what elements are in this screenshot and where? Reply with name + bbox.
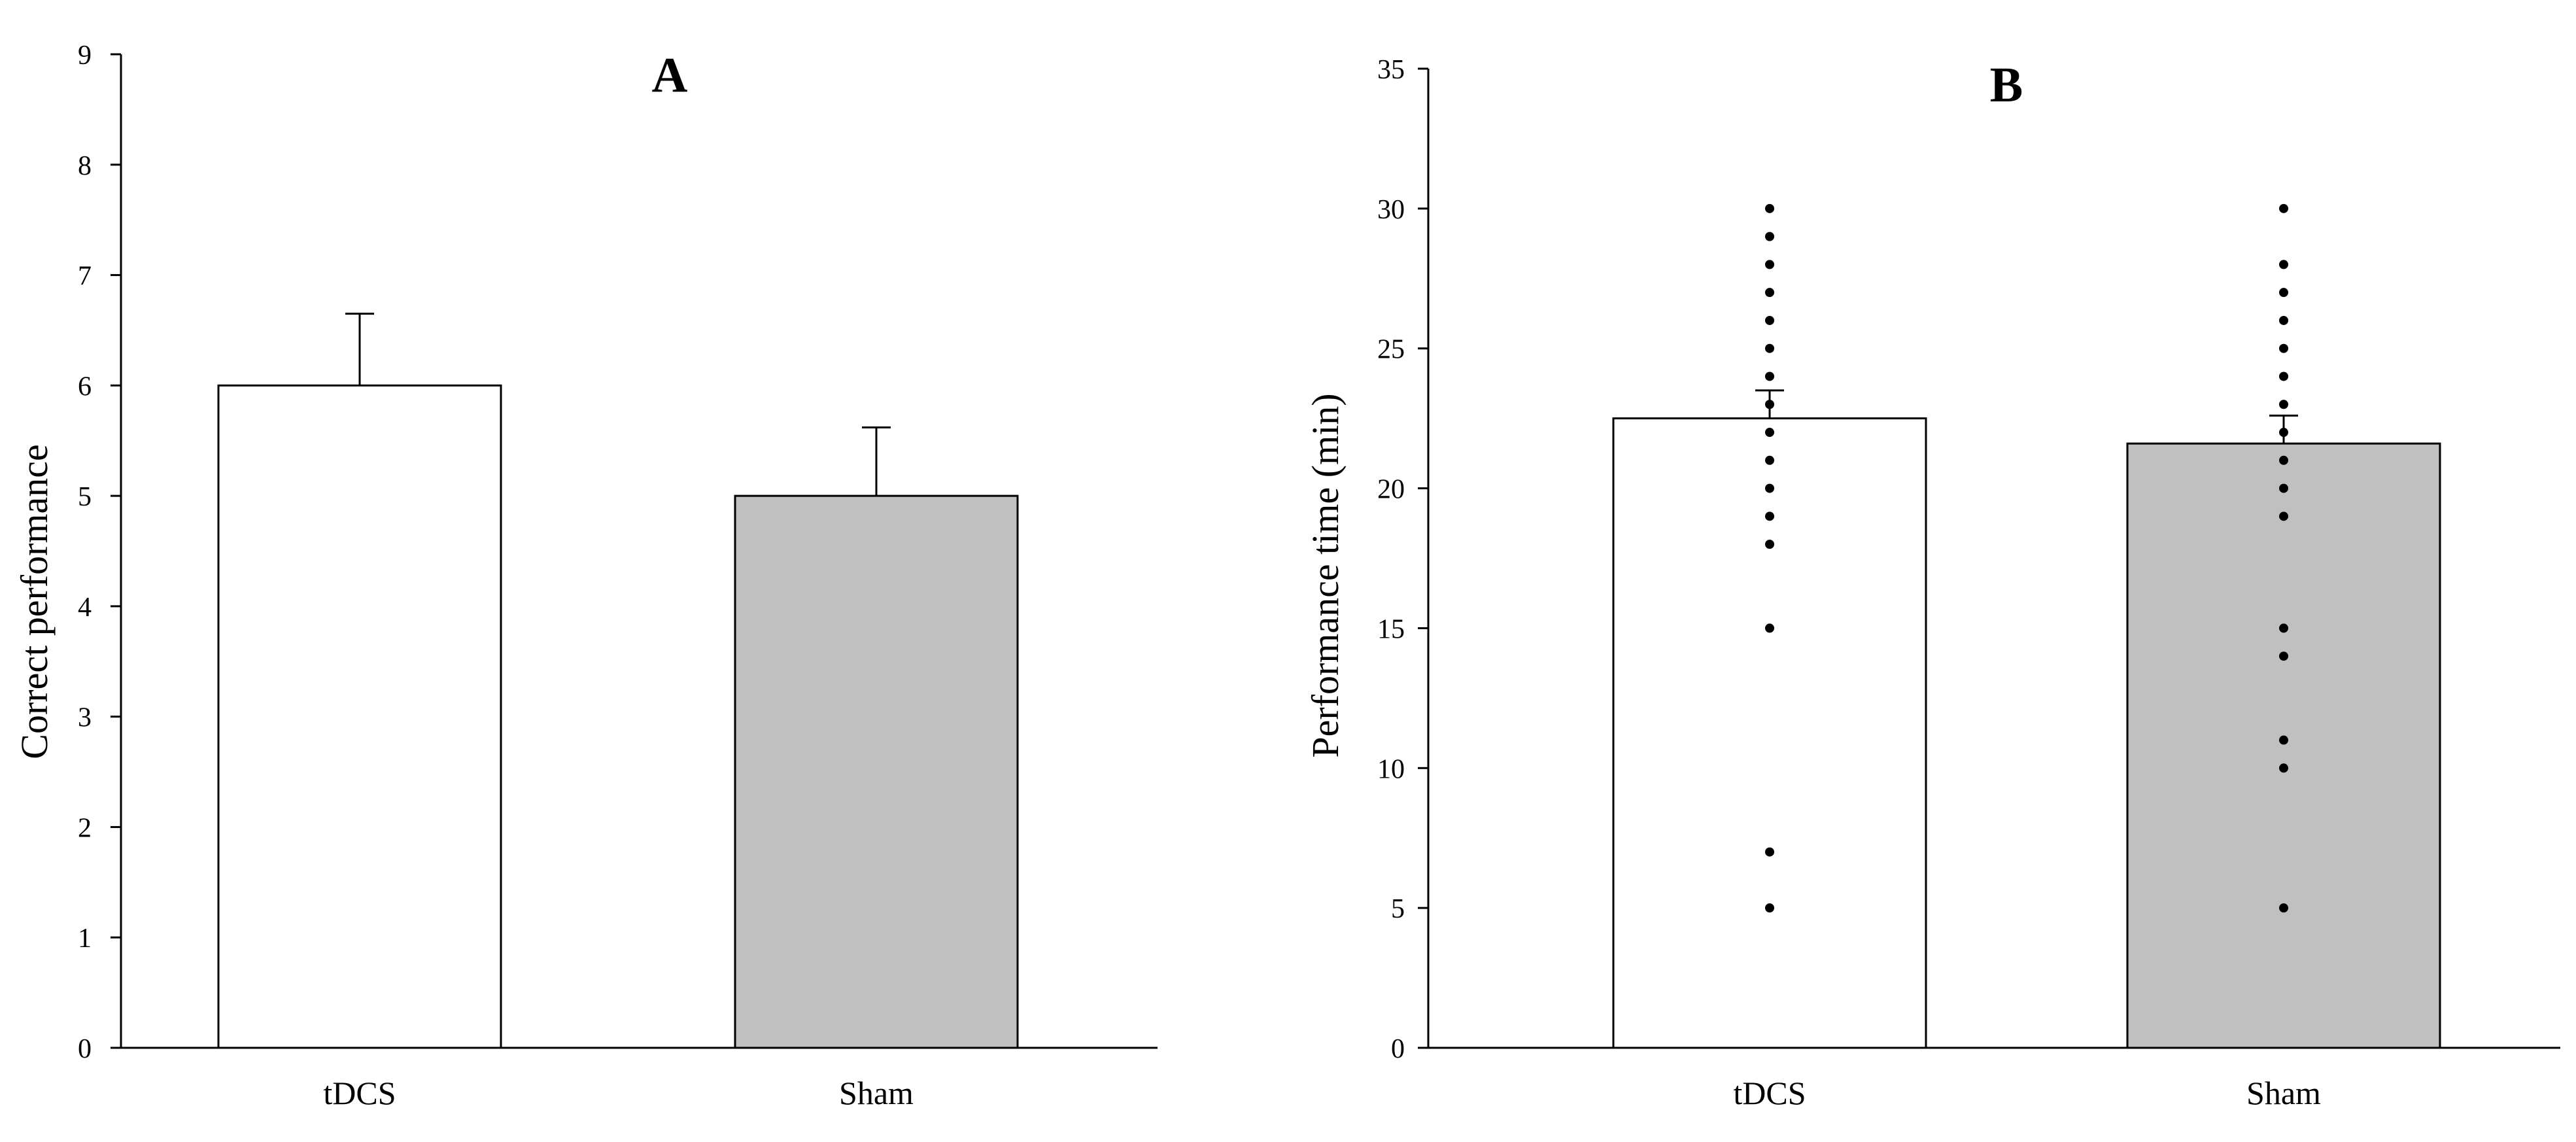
y-tick-label: 5 xyxy=(78,482,92,512)
bar-tdcs xyxy=(217,384,502,1049)
bar-sham xyxy=(734,494,1019,1049)
y-axis-title: Performance time (min) xyxy=(1304,393,1347,757)
y-tick-label: 9 xyxy=(78,41,92,71)
x-category-label: Sham xyxy=(839,1075,914,1111)
data-point xyxy=(2279,315,2288,325)
data-point xyxy=(1765,428,1774,438)
data-point xyxy=(2279,483,2288,493)
data-point xyxy=(2279,260,2288,269)
data-point xyxy=(2279,511,2288,521)
data-point xyxy=(2279,651,2288,661)
y-tick-label: 25 xyxy=(1377,335,1405,365)
data-point xyxy=(1765,232,1774,241)
data-point xyxy=(1765,315,1774,325)
y-tick-label: 30 xyxy=(1377,195,1405,225)
chart-title: A xyxy=(652,48,688,103)
data-point xyxy=(1765,400,1774,409)
y-tick-label: 1 xyxy=(78,924,92,954)
data-point xyxy=(2279,428,2288,438)
y-tick-label: 0 xyxy=(78,1034,92,1064)
data-point xyxy=(2279,623,2288,633)
y-tick-label: 3 xyxy=(78,703,92,733)
data-point xyxy=(1765,260,1774,269)
y-tick-label: 8 xyxy=(78,151,92,181)
data-point xyxy=(1765,455,1774,465)
y-axis-title: Correct performance xyxy=(13,444,56,759)
chart-panel-a: A Correct performance 0 1 2 3 4 5 6 7 8 9 tDCS Sham xyxy=(13,41,1158,1111)
data-point xyxy=(1765,343,1774,353)
data-point xyxy=(1765,540,1774,549)
chart-title: B xyxy=(1990,58,2023,112)
data-point xyxy=(1765,372,1774,381)
data-point xyxy=(2279,903,2288,913)
y-tick-label: 6 xyxy=(78,372,92,402)
data-point xyxy=(1765,203,1774,213)
data-point xyxy=(2279,735,2288,745)
bar-sham xyxy=(2126,442,2441,1049)
data-point xyxy=(2279,372,2288,381)
y-tick-label: 2 xyxy=(78,813,92,843)
data-point xyxy=(2279,288,2288,298)
data-point xyxy=(2279,763,2288,773)
data-point xyxy=(2279,455,2288,465)
data-point xyxy=(2279,400,2288,409)
data-point xyxy=(1765,903,1774,913)
data-point xyxy=(1765,511,1774,521)
data-point xyxy=(1765,288,1774,298)
data-point xyxy=(2279,343,2288,353)
data-point xyxy=(1765,623,1774,633)
data-point xyxy=(1765,483,1774,493)
data-point xyxy=(1765,847,1774,857)
y-tick-label: 20 xyxy=(1377,475,1405,505)
y-tick-label: 7 xyxy=(78,262,92,292)
bar-tdcs xyxy=(1612,417,1927,1049)
y-tick-label: 35 xyxy=(1377,55,1405,85)
y-tick-label: 10 xyxy=(1377,754,1405,784)
chart-panel-b: B Performance time (min) 0 5 10 15 20 25 30 35 t… xyxy=(1304,55,2560,1111)
data-point xyxy=(2279,203,2288,213)
x-category-label: tDCS xyxy=(1733,1075,1806,1111)
y-tick-label: 4 xyxy=(78,593,92,623)
x-category-label: tDCS xyxy=(323,1075,396,1111)
x-category-label: Sham xyxy=(2246,1075,2321,1111)
y-tick-label: 0 xyxy=(1391,1034,1405,1064)
y-tick-label: 15 xyxy=(1377,614,1405,644)
y-tick-label: 5 xyxy=(1391,894,1405,924)
